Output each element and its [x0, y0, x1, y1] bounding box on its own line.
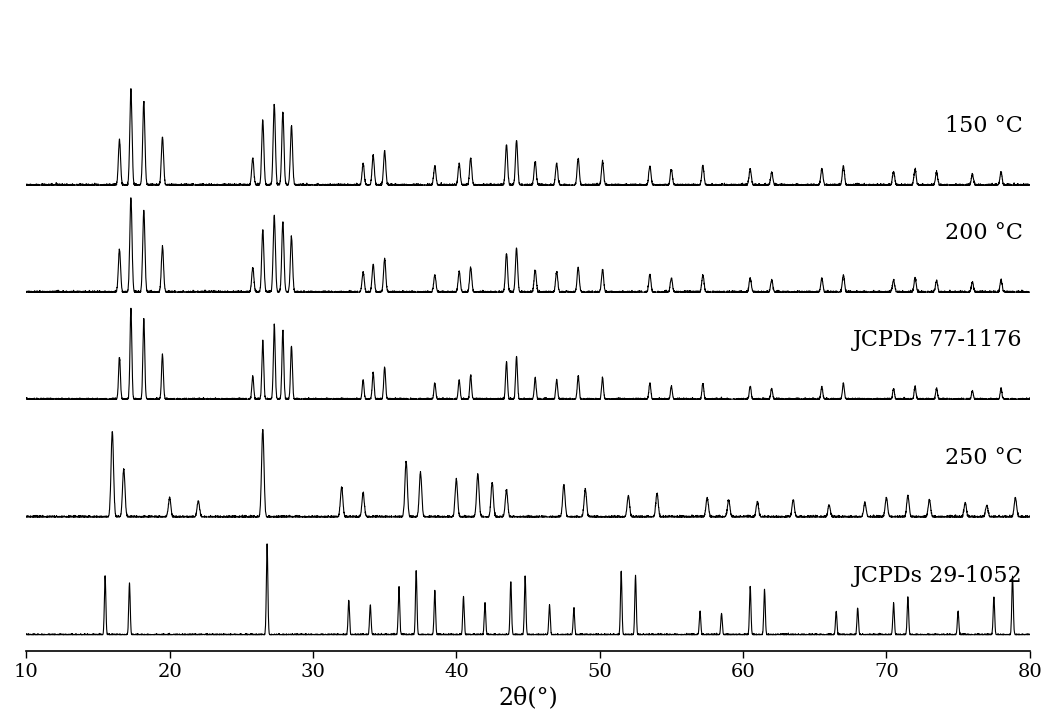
Text: 150 °C: 150 °C	[945, 115, 1022, 137]
Text: 200 °C: 200 °C	[945, 222, 1022, 244]
Text: JCPDs 29-1052: JCPDs 29-1052	[853, 565, 1022, 587]
X-axis label: 2θ(°): 2θ(°)	[498, 686, 558, 709]
Text: JCPDs 77-1176: JCPDs 77-1176	[853, 330, 1022, 351]
Text: 250 °C: 250 °C	[945, 447, 1022, 469]
